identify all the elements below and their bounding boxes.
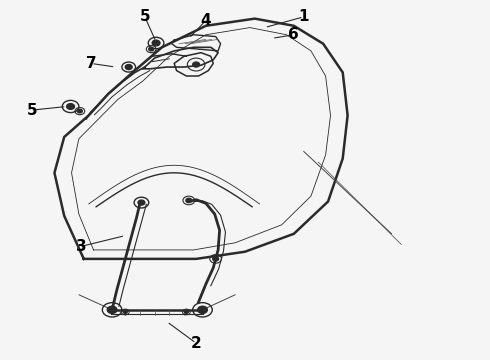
Circle shape — [107, 306, 117, 314]
Text: 6: 6 — [289, 27, 299, 42]
Circle shape — [138, 200, 145, 205]
Text: 2: 2 — [191, 336, 201, 351]
Circle shape — [125, 64, 132, 69]
Circle shape — [197, 306, 207, 314]
Circle shape — [213, 257, 219, 261]
Circle shape — [149, 47, 154, 51]
Circle shape — [67, 104, 74, 109]
Circle shape — [186, 198, 192, 203]
Text: 1: 1 — [298, 9, 309, 24]
Circle shape — [123, 311, 127, 314]
Text: 4: 4 — [200, 13, 211, 28]
Text: 7: 7 — [86, 56, 97, 71]
Text: 5: 5 — [140, 9, 150, 24]
Circle shape — [193, 62, 199, 67]
Text: 5: 5 — [27, 103, 38, 118]
Circle shape — [184, 311, 188, 314]
Circle shape — [152, 40, 160, 46]
Text: 3: 3 — [76, 239, 87, 254]
Circle shape — [77, 109, 82, 113]
